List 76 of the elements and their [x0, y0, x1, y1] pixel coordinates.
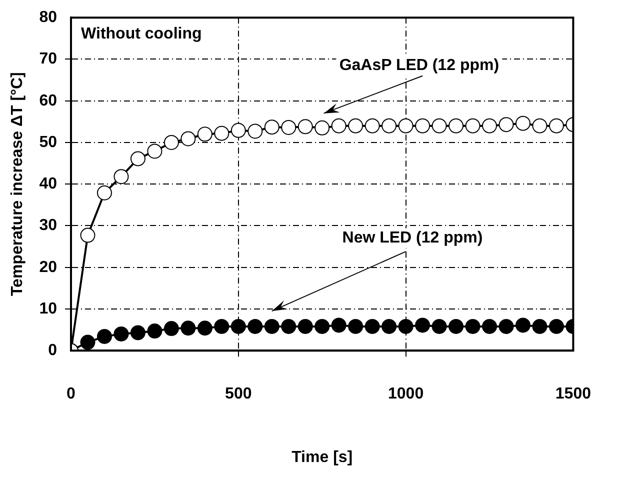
text: New LED (12 ppm): [342, 230, 483, 247]
point: [432, 118, 447, 134]
point: [180, 320, 196, 336]
point: [465, 118, 480, 134]
point: [114, 326, 129, 342]
y-tick-label: 0: [48, 342, 58, 360]
x-tick-label: 500: [225, 386, 252, 403]
point: [80, 228, 96, 243]
point: [298, 119, 313, 134]
point: [448, 318, 464, 334]
point: [465, 318, 480, 334]
point: [498, 318, 514, 334]
point: [230, 122, 246, 138]
point: [532, 118, 548, 134]
point: [264, 318, 280, 334]
point: [281, 120, 296, 135]
y-tick-label: 60: [39, 92, 58, 110]
point: [548, 118, 564, 134]
point: [382, 118, 397, 134]
point: [515, 116, 530, 131]
point: [348, 318, 364, 334]
text: GaAsP LED (12 ppm): [339, 56, 500, 74]
x-tick-label: 1000: [388, 386, 424, 403]
y-tick-label: 20: [39, 258, 58, 276]
point: [197, 320, 212, 336]
point: [214, 126, 230, 141]
annotation: Without cooling: [81, 26, 202, 43]
y-axis-title: Temperature increase ΔT [°C]: [9, 72, 26, 296]
point: [398, 318, 414, 334]
x-tick-label: 1500: [555, 386, 592, 403]
point: [214, 318, 230, 334]
point: [364, 118, 380, 134]
point: [415, 318, 430, 333]
y-tick-label: 40: [39, 176, 58, 193]
point: [314, 120, 330, 136]
point: [382, 318, 397, 334]
point: [548, 318, 564, 334]
point: [80, 334, 96, 350]
x-tick-label: 0: [66, 386, 76, 403]
point: [147, 324, 162, 339]
point: [331, 318, 346, 333]
point: [348, 118, 364, 134]
point: [482, 118, 497, 134]
point: [248, 124, 263, 139]
point: [248, 318, 263, 334]
point: [147, 144, 162, 159]
point: [331, 118, 346, 134]
point: [448, 118, 464, 134]
point: [298, 318, 313, 334]
y-tick-label: 50: [39, 134, 58, 151]
point: [532, 318, 548, 334]
point: [415, 118, 430, 134]
point: [130, 325, 146, 340]
point: [264, 120, 280, 135]
point: [164, 321, 179, 336]
point: [180, 131, 196, 146]
point: [164, 134, 179, 150]
point: [281, 318, 296, 334]
y-tick-label: 70: [39, 50, 58, 68]
point: [398, 118, 414, 134]
point: [498, 117, 514, 132]
point: [515, 318, 530, 333]
point: [114, 169, 129, 184]
y-tick-label: 30: [39, 217, 58, 234]
point: [96, 185, 112, 200]
point: [482, 318, 497, 334]
point: [230, 318, 246, 334]
point: [197, 126, 212, 142]
y-tick-label: 10: [39, 300, 58, 318]
y-tick-label: 80: [39, 9, 58, 26]
x-axis-title: Time [s]: [292, 448, 353, 466]
point: [314, 318, 330, 334]
point: [432, 318, 447, 334]
point: [130, 151, 146, 166]
point: [96, 328, 112, 344]
point: [364, 318, 380, 334]
